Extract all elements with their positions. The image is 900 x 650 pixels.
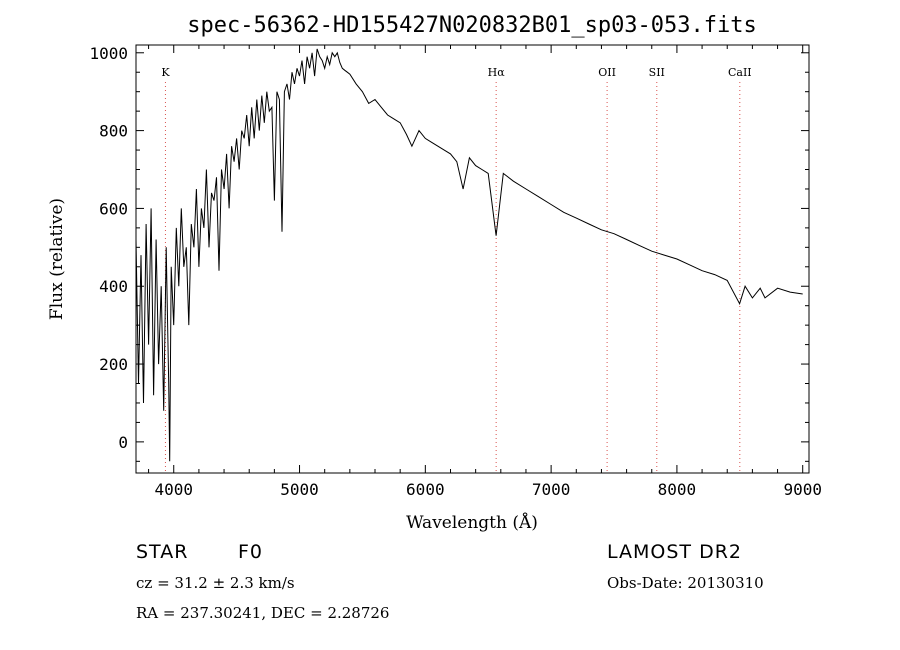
plot-frame xyxy=(135,44,810,474)
y-tick-label: 200 xyxy=(99,355,128,374)
y-tick-label: 0 xyxy=(118,433,128,452)
observation-date: Obs-Date: 20130310 xyxy=(607,574,764,592)
x-tick-label: 5000 xyxy=(280,480,319,499)
x-tick-label: 6000 xyxy=(406,480,445,499)
line-marker-label: CaII xyxy=(728,66,752,79)
y-tick-label: 1000 xyxy=(89,44,128,63)
x-axis-label: Wavelength (Å) xyxy=(406,512,538,533)
x-tick-label: 8000 xyxy=(658,480,697,499)
line-marker-label: SII xyxy=(649,66,665,79)
x-tick-label: 7000 xyxy=(532,480,571,499)
x-tick-label: 4000 xyxy=(154,480,193,499)
line-markers: K Hα OII SII CaII xyxy=(161,66,752,473)
axis-ticks: 4000 5000 6000 7000 8000 9000 0 200 400 600 800 100… xyxy=(89,44,822,499)
coordinates: RA = 237.30241, DEC = 2.28726 xyxy=(136,604,390,622)
y-tick-label: 800 xyxy=(99,122,128,141)
line-marker-label: OII xyxy=(598,66,616,79)
spectrum-line xyxy=(135,48,803,462)
x-tick-label: 9000 xyxy=(783,480,822,499)
redshift-cz: cz = 31.2 ± 2.3 km/s xyxy=(136,574,295,592)
spectral-subclass: F0 xyxy=(238,541,264,563)
chart-title: spec-56362-HD155427N020832B01_sp03-053.f… xyxy=(187,13,757,38)
survey-name: LAMOST DR2 xyxy=(607,541,742,563)
y-tick-label: 600 xyxy=(99,199,128,218)
y-axis-label: Flux (relative) xyxy=(47,198,67,320)
line-marker-label: Hα xyxy=(488,66,506,79)
y-tick-label: 400 xyxy=(99,277,128,296)
line-marker-label: K xyxy=(161,66,170,79)
object-type: STAR xyxy=(136,541,189,563)
